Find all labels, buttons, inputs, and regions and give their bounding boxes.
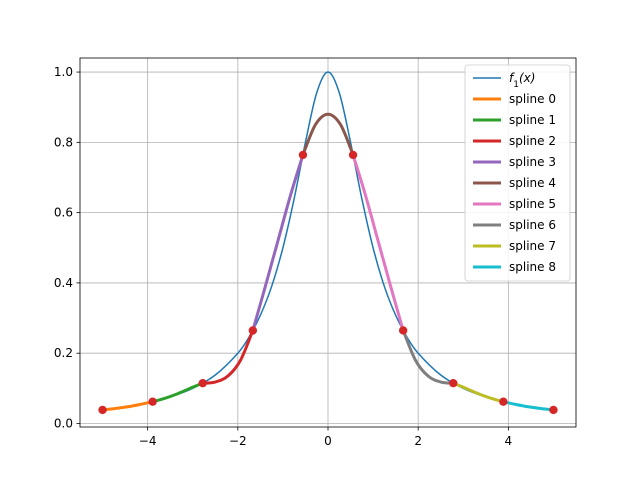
series-spline-4 <box>301 112 355 156</box>
series-spline-2 <box>202 329 255 385</box>
legend-label-spline-8: spline 8 <box>509 260 556 274</box>
axes: −4 −2 0 2 4 0.0 0.2 0.4 0.6 0.8 1.0 <box>54 57 577 448</box>
series-spline-8 <box>503 400 554 412</box>
legend: f1(x) spline 0 spline 1 spline 2 spline 3 spl… <box>464 64 571 282</box>
x-tick-label: 0 <box>324 434 332 448</box>
legend-label-f1: f1(x) <box>509 71 535 90</box>
x-tick-label: −2 <box>229 434 247 448</box>
series-f1 <box>102 71 554 411</box>
knot-marker <box>298 150 308 160</box>
x-tick-label: −4 <box>139 434 157 448</box>
series-spline-1 <box>152 381 204 404</box>
legend-label-spline-6: spline 6 <box>509 218 556 232</box>
legend-label-spline-0: spline 0 <box>509 92 556 106</box>
knot-marker <box>549 405 558 415</box>
series-spline-7 <box>452 381 504 404</box>
legend-label-spline-4: spline 4 <box>509 176 556 190</box>
y-tick-label: 0.8 <box>54 135 73 149</box>
x-tick-label: 4 <box>505 434 513 448</box>
y-tick-label: 0.2 <box>54 346 73 360</box>
y-tick-label: 0.4 <box>54 276 73 290</box>
x-tick-label: 2 <box>414 434 422 448</box>
knot-marker <box>348 150 358 160</box>
knot-marker <box>398 326 408 335</box>
knot-marker <box>499 397 508 406</box>
plot-area <box>98 71 558 415</box>
knot-marker <box>98 405 107 415</box>
series-spline-3 <box>251 154 305 331</box>
knot-marker <box>248 326 258 335</box>
series-spline-5 <box>351 154 405 331</box>
y-tick-label: 1.0 <box>54 65 73 79</box>
legend-label-spline-1: spline 1 <box>509 113 556 127</box>
series-spline-6 <box>401 329 454 385</box>
legend-label-spline-5: spline 5 <box>509 197 556 211</box>
y-tick-label: 0.6 <box>54 206 73 220</box>
knot-marker <box>449 378 458 388</box>
legend-label-spline-2: spline 2 <box>509 134 556 148</box>
knot-marker <box>198 378 207 388</box>
y-tick-label: 0.0 <box>54 416 73 430</box>
series-spline-0 <box>102 400 153 412</box>
legend-label-spline-3: spline 3 <box>509 155 556 169</box>
legend-label-spline-7: spline 7 <box>509 239 556 253</box>
knot-marker <box>148 397 157 406</box>
